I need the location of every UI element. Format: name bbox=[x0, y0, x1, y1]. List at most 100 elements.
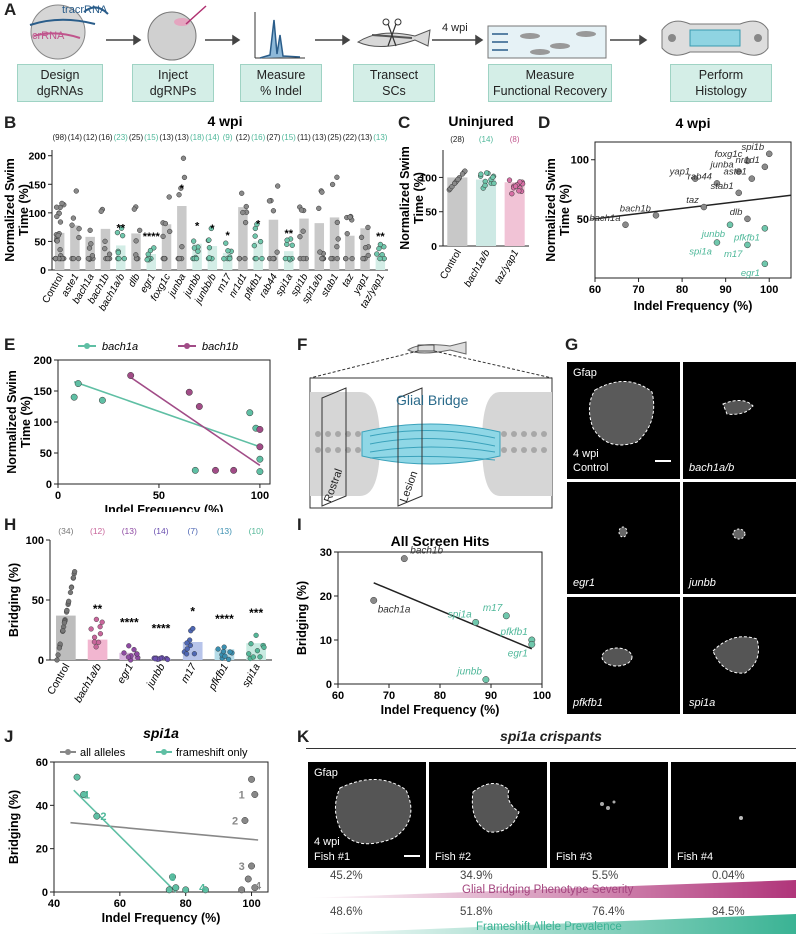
data-point bbox=[169, 873, 176, 881]
data-point bbox=[343, 255, 349, 262]
data-point bbox=[362, 245, 369, 251]
point-bach1b bbox=[212, 466, 219, 474]
data-point bbox=[191, 245, 198, 251]
g-label-control: Control bbox=[573, 462, 609, 474]
g-label-egr1: egr1 bbox=[573, 577, 596, 589]
data-point bbox=[344, 231, 350, 237]
data-point bbox=[300, 255, 307, 262]
k-label-2: Fish #2 bbox=[435, 851, 472, 863]
data-point bbox=[334, 244, 340, 250]
data-point bbox=[70, 575, 77, 581]
data-point bbox=[193, 255, 200, 262]
step-label: Transect SCs bbox=[369, 68, 419, 98]
x-tick-label: Control bbox=[45, 662, 72, 697]
point-bach1a bbox=[246, 409, 254, 417]
point-label: spi1a bbox=[689, 247, 712, 258]
data-point bbox=[206, 245, 213, 251]
data-point bbox=[377, 241, 384, 248]
bar-taz/yap1 bbox=[375, 254, 386, 270]
legend-label: all alleles bbox=[80, 747, 126, 759]
y-tick-label: 0 bbox=[326, 679, 332, 691]
k-fs-4: 84.5% bbox=[712, 906, 745, 918]
g-label-spi1a: spi1a bbox=[689, 697, 716, 709]
k-title: spi1a crispants bbox=[500, 728, 602, 744]
data-point bbox=[509, 191, 515, 197]
fit-line bbox=[73, 789, 177, 893]
k-sev-4: 0.04% bbox=[712, 870, 745, 882]
point-m17 bbox=[502, 612, 510, 620]
chart-title: spi1a bbox=[143, 725, 179, 741]
data-point bbox=[183, 651, 190, 657]
data-point bbox=[215, 646, 221, 652]
sig-label: * bbox=[225, 230, 230, 242]
x-tick-label: 100 bbox=[760, 284, 778, 296]
n-label: (13) bbox=[175, 133, 190, 142]
n-label: (10) bbox=[249, 526, 264, 536]
point-bach1a bbox=[256, 455, 264, 463]
point-label: pfkfb1 bbox=[733, 232, 760, 243]
data-point bbox=[251, 243, 257, 249]
data-point bbox=[223, 240, 229, 246]
point-label: bach1b bbox=[620, 203, 651, 214]
fish-number-label: 2 bbox=[232, 816, 238, 828]
data-point bbox=[56, 645, 63, 651]
data-point bbox=[147, 247, 154, 254]
point-egr1 bbox=[528, 640, 536, 648]
x-axis-label: Indel Frequency (%) bbox=[105, 503, 224, 512]
point-spi1b bbox=[765, 150, 773, 158]
y-tick-label: 60 bbox=[36, 757, 48, 769]
k-frameshift-label: Frameshift Allele Prevalence bbox=[476, 921, 622, 933]
x-tick-label: 100 bbox=[251, 490, 269, 502]
data-point bbox=[254, 221, 260, 228]
data-point bbox=[93, 644, 99, 650]
point-label: junba bbox=[708, 160, 733, 171]
data-point bbox=[68, 584, 75, 591]
data-point bbox=[53, 204, 60, 210]
x-tick-label: 60 bbox=[114, 898, 126, 910]
y-tick-label: 50 bbox=[577, 214, 589, 226]
point-bach1b bbox=[256, 425, 264, 433]
bar-bach1a bbox=[85, 236, 95, 270]
x-tick-label: 80 bbox=[676, 284, 688, 296]
data-point bbox=[244, 875, 252, 883]
data-point bbox=[88, 626, 94, 632]
panel-letter-g: G bbox=[565, 335, 579, 354]
sig-label: **** bbox=[215, 612, 234, 626]
y-tick-label: 40 bbox=[36, 800, 48, 812]
data-point bbox=[221, 256, 227, 262]
data-point bbox=[377, 255, 383, 262]
data-point bbox=[349, 255, 355, 262]
data-point bbox=[241, 817, 249, 824]
data-point bbox=[105, 255, 111, 262]
data-point bbox=[246, 651, 252, 657]
n-label: (98) bbox=[53, 133, 68, 142]
bar-bach1a/b bbox=[87, 639, 108, 660]
data-point bbox=[243, 203, 249, 210]
data-point bbox=[126, 643, 132, 649]
sig-label: **** bbox=[143, 231, 161, 243]
fish-number-label: 3 bbox=[239, 861, 245, 873]
point-yap1 bbox=[691, 175, 699, 182]
point-spi1a bbox=[713, 239, 721, 246]
k-fs-3: 76.4% bbox=[592, 906, 625, 918]
step-histology: Perform Histology bbox=[670, 64, 772, 102]
n-label: (9) bbox=[223, 133, 233, 142]
n-label: (13) bbox=[159, 133, 174, 142]
k-severity-label: Glial Bridging Phenotype Severity bbox=[462, 884, 634, 896]
data-point bbox=[166, 194, 172, 200]
sig-label: * bbox=[195, 221, 200, 233]
data-point bbox=[490, 174, 496, 180]
panel-f-schematic bbox=[309, 341, 553, 509]
data-point bbox=[176, 255, 182, 262]
point-label: bach1a bbox=[589, 213, 620, 224]
data-point bbox=[190, 238, 197, 244]
y-tick-label: 100 bbox=[28, 208, 46, 220]
data-point bbox=[66, 598, 72, 604]
data-point bbox=[125, 654, 132, 660]
y-tick-label: 0 bbox=[42, 887, 48, 899]
point-bach1b bbox=[256, 443, 264, 451]
data-point bbox=[319, 189, 325, 195]
n-label: (14) bbox=[68, 133, 83, 142]
g-label-junbb: junbb bbox=[689, 577, 716, 589]
